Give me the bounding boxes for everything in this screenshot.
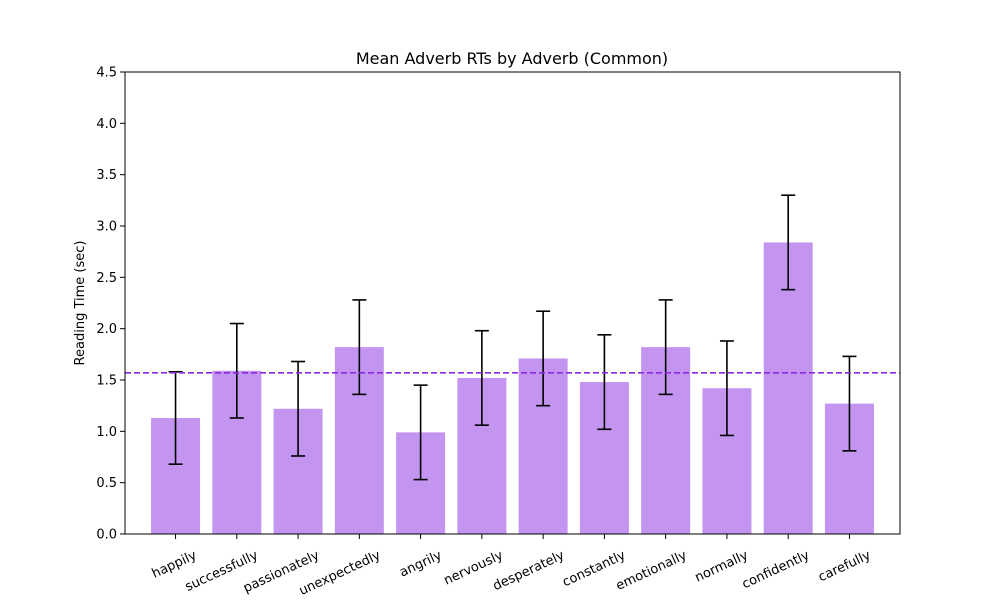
errorbars-group xyxy=(168,194,857,481)
y-tick-label: 4.0 xyxy=(96,117,117,132)
y-tick-label: 2.0 xyxy=(96,322,117,337)
y-tick-label: 4.5 xyxy=(96,66,117,81)
errorbar-confidently xyxy=(781,194,796,291)
plot-frame xyxy=(124,71,901,535)
y-tick-label: 3.0 xyxy=(96,220,117,235)
x-tick-label-emotionally: emotionally xyxy=(614,548,690,594)
errorbar-angrily xyxy=(413,384,428,481)
x-tick-label-angrily: angrily xyxy=(397,548,444,581)
errorbar-unexpectedly xyxy=(352,299,367,396)
y-tick-label: 0.0 xyxy=(96,528,117,543)
x-tick-label-confidently: confidently xyxy=(740,548,812,592)
chart-title: Mean Adverb RTs by Adverb (Common) xyxy=(356,49,668,68)
errorbar-normally xyxy=(719,340,734,437)
errorbar-happily xyxy=(168,370,183,465)
y-tick-label: 3.5 xyxy=(96,168,117,183)
y-tick-label: 2.5 xyxy=(96,271,117,286)
y-tick-label: 1.0 xyxy=(96,425,117,440)
x-tick-label-carefully: carefully xyxy=(816,548,873,585)
y-tick-label: 1.5 xyxy=(96,374,117,389)
errorbar-desperately xyxy=(536,310,551,407)
errorbar-successfully xyxy=(229,322,244,419)
errorbar-emotionally xyxy=(658,299,673,396)
errorbar-passionately xyxy=(291,360,306,457)
errorbar-nervously xyxy=(474,329,489,426)
y-axis-ticks: 0.0 0.5 1.0 1.5 2.0 2.5 3.0 3.5 4.0 4.5 xyxy=(96,66,125,543)
bars-group xyxy=(151,242,874,534)
y-axis-label: Reading Time (sec) xyxy=(73,241,88,366)
x-axis-ticks: happilysuccessfullypassionatelyunexpecte… xyxy=(150,534,873,599)
errorbar-constantly xyxy=(597,334,612,431)
bar-confidently xyxy=(763,242,813,534)
y-tick-label: 0.5 xyxy=(96,476,117,491)
